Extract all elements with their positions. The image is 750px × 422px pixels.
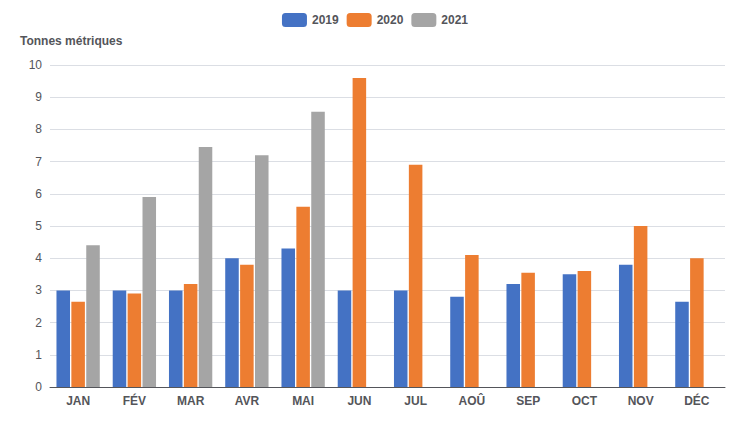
svg-text:JUN: JUN xyxy=(347,394,371,408)
svg-text:MAI: MAI xyxy=(292,394,314,408)
svg-text:MAR: MAR xyxy=(177,394,205,408)
svg-text:2: 2 xyxy=(35,316,42,330)
svg-text:4: 4 xyxy=(35,251,42,265)
svg-text:DÉC: DÉC xyxy=(684,393,710,408)
svg-text:0: 0 xyxy=(35,380,42,394)
svg-text:2019: 2019 xyxy=(312,13,339,27)
svg-text:10: 10 xyxy=(29,58,43,72)
svg-text:5: 5 xyxy=(35,219,42,233)
svg-text:6: 6 xyxy=(35,187,42,201)
svg-text:SEP: SEP xyxy=(516,394,540,408)
svg-text:2021: 2021 xyxy=(441,13,468,27)
svg-text:JUL: JUL xyxy=(404,394,427,408)
svg-text:9: 9 xyxy=(35,90,42,104)
svg-text:Tonnes métriques: Tonnes métriques xyxy=(20,34,123,48)
svg-text:AOÛ: AOÛ xyxy=(459,393,486,408)
svg-text:3: 3 xyxy=(35,283,42,297)
svg-text:1: 1 xyxy=(35,348,42,362)
svg-text:JAN: JAN xyxy=(66,394,90,408)
svg-text:NOV: NOV xyxy=(628,394,654,408)
svg-text:7: 7 xyxy=(35,155,42,169)
svg-text:8: 8 xyxy=(35,122,42,136)
svg-text:FÉV: FÉV xyxy=(123,393,146,408)
svg-text:2020: 2020 xyxy=(377,13,404,27)
svg-text:AVR: AVR xyxy=(235,394,260,408)
svg-text:OCT: OCT xyxy=(572,394,598,408)
